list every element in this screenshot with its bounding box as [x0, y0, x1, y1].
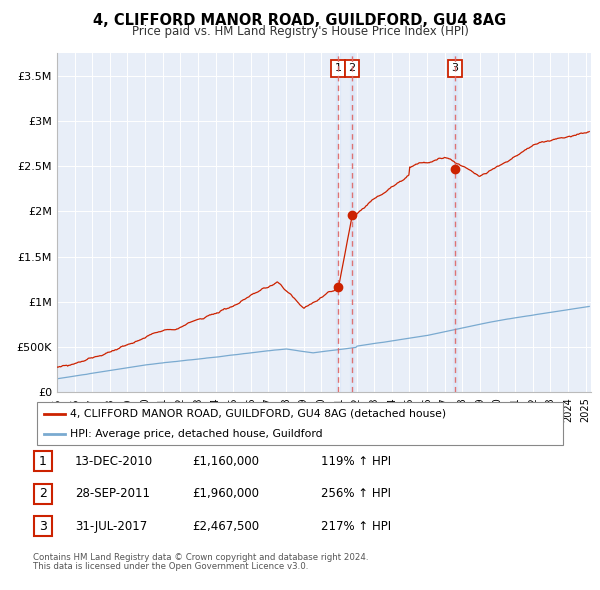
Text: 2: 2 [39, 487, 47, 500]
Text: 256% ↑ HPI: 256% ↑ HPI [321, 487, 391, 500]
Text: Contains HM Land Registry data © Crown copyright and database right 2024.: Contains HM Land Registry data © Crown c… [33, 553, 368, 562]
Text: This data is licensed under the Open Government Licence v3.0.: This data is licensed under the Open Gov… [33, 562, 308, 571]
Bar [453, 53, 457, 392]
Text: £1,960,000: £1,960,000 [192, 487, 259, 500]
Text: 4, CLIFFORD MANOR ROAD, GUILDFORD, GU4 8AG (detached house): 4, CLIFFORD MANOR ROAD, GUILDFORD, GU4 8… [70, 409, 446, 418]
Text: 119% ↑ HPI: 119% ↑ HPI [321, 455, 391, 468]
Text: 31-JUL-2017: 31-JUL-2017 [75, 520, 147, 533]
Text: 1: 1 [335, 64, 342, 74]
Bar [350, 53, 354, 392]
Bar [336, 53, 340, 392]
Text: 13-DEC-2010: 13-DEC-2010 [75, 455, 153, 468]
FancyBboxPatch shape [34, 516, 52, 536]
Text: £1,160,000: £1,160,000 [192, 455, 259, 468]
Text: 217% ↑ HPI: 217% ↑ HPI [321, 520, 391, 533]
Text: 1: 1 [39, 455, 47, 468]
Text: 4, CLIFFORD MANOR ROAD, GUILDFORD, GU4 8AG: 4, CLIFFORD MANOR ROAD, GUILDFORD, GU4 8… [94, 13, 506, 28]
Text: 3: 3 [39, 520, 47, 533]
Text: Price paid vs. HM Land Registry's House Price Index (HPI): Price paid vs. HM Land Registry's House … [131, 25, 469, 38]
Text: 2: 2 [349, 64, 356, 74]
Text: HPI: Average price, detached house, Guildford: HPI: Average price, detached house, Guil… [70, 430, 323, 440]
FancyBboxPatch shape [37, 402, 563, 445]
FancyBboxPatch shape [34, 451, 52, 471]
Text: £2,467,500: £2,467,500 [192, 520, 259, 533]
FancyBboxPatch shape [34, 484, 52, 504]
Text: 3: 3 [451, 64, 458, 74]
Text: 28-SEP-2011: 28-SEP-2011 [75, 487, 150, 500]
